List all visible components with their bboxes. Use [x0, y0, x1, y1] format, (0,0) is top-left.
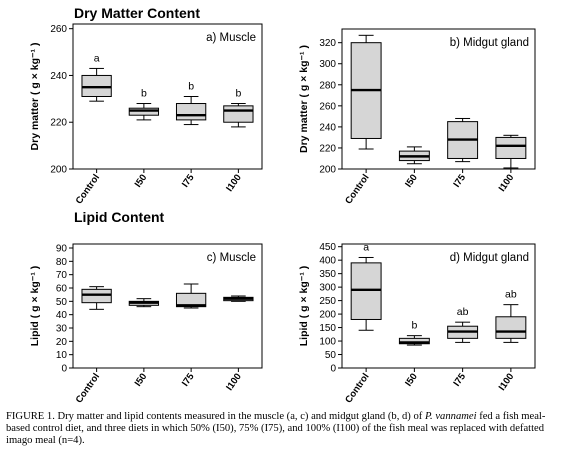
- panel-1-xlabel-i75: I75: [180, 172, 197, 190]
- panel-4-ytick-label-8: 400: [319, 256, 336, 267]
- section-title-lipid: Lipid Content: [74, 209, 165, 225]
- panel-3-panel-label: c) Muscle: [207, 252, 256, 264]
- panel-3-ytick-label-8: 80: [56, 257, 68, 268]
- panel-1-letter-i100: b: [235, 88, 241, 100]
- panel-2-xlabel-i75: I75: [451, 172, 468, 190]
- section-title-dry-matter: Dry Matter Content: [74, 5, 201, 21]
- panel-4-frame: [341, 243, 536, 369]
- panel-4-ytick-label-3: 150: [319, 323, 336, 334]
- caption-species: P. vannamei: [424, 411, 477, 422]
- panel-4-box-control: [350, 262, 382, 320]
- panel-3-ylabel: Lipid ( g × kg⁻¹ ): [29, 266, 41, 347]
- caption-text-2: fed a fish meal-based control diet, and …: [6, 411, 546, 447]
- panel-4-letter-i100: ab: [505, 289, 517, 301]
- panel-2-ytick-label-4: 280: [319, 80, 336, 91]
- panel-4-xlabel-control: Control: [343, 371, 371, 405]
- panel-4-letter-i50: b: [411, 320, 417, 332]
- panel-3-ytick-label-2: 20: [56, 337, 68, 348]
- figure-caption: FIGURE 1. Dry matter and lipid contents …: [6, 411, 568, 448]
- panel-1-box-i100: [223, 105, 254, 123]
- panel-3-xlabel-control: Control: [74, 371, 102, 405]
- panel-1-xlabel-control: Control: [74, 172, 102, 206]
- panel-2-ytick-label-0: 200: [319, 165, 336, 176]
- panel-1-xlabel-i50: I50: [133, 172, 150, 189]
- panel-1-ytick-label-3: 260: [50, 24, 67, 35]
- panel-2-xlabel-i100: I100: [497, 172, 517, 193]
- panel-2-frame: [341, 28, 536, 170]
- panel-1-ytick-label-0: 200: [50, 165, 67, 176]
- panel-4-ytick-label-0: 0: [330, 364, 336, 375]
- panel-3-ytick-label-4: 40: [56, 310, 68, 321]
- panel-4-xlabel-i100: I100: [497, 371, 517, 392]
- panel-2-ytick-label-3: 260: [319, 101, 336, 112]
- panel-4-letter-control: a: [363, 241, 369, 253]
- panel-1-panel-label: a) Muscle: [206, 32, 256, 44]
- panel-3-xlabel-i75: I75: [180, 371, 197, 389]
- caption-text-1: FIGURE 1. Dry matter and lipid contents …: [6, 411, 425, 422]
- panel-4-ytick-label-5: 250: [319, 296, 336, 307]
- panel-3-ytick-label-6: 60: [56, 284, 68, 295]
- panel-4-ytick-label-9: 450: [319, 242, 336, 253]
- panel-2-ylabel: Dry matter ( g × kg⁻¹ ): [298, 45, 310, 153]
- panel-4-letter-i75: ab: [457, 306, 469, 318]
- panel-3-ytick-label-5: 50: [56, 297, 68, 308]
- panel-1-frame: [72, 23, 263, 170]
- panel-2-box-i100: [495, 136, 527, 159]
- panel-1-ylabel: Dry matter ( g × kg⁻¹ ): [29, 43, 41, 151]
- panel-4-xlabel-i75: I75: [451, 371, 468, 389]
- panel-3-ytick-label-9: 90: [56, 244, 68, 255]
- panel-4-xlabel-i50: I50: [403, 371, 420, 388]
- panel-3-ytick-label-7: 70: [56, 270, 68, 281]
- panel-2-ytick-label-5: 300: [319, 59, 336, 70]
- panel-3-box-i75: [175, 292, 207, 308]
- panel-2-panel-label: b) Midgut gland: [450, 37, 529, 49]
- panel-4-box-i100: [495, 316, 527, 339]
- panel-3-xlabel-i100: I100: [224, 371, 244, 392]
- panel-4-ytick-label-2: 100: [319, 337, 336, 348]
- panel-2-ytick-label-1: 220: [319, 143, 336, 154]
- panel-1-letter-control: a: [94, 52, 100, 64]
- panel-3-ytick-label-1: 10: [56, 350, 68, 361]
- panel-2-ytick-label-6: 320: [319, 38, 336, 49]
- panel-3-box-control: [81, 288, 112, 304]
- panel-1-ytick-label-2: 240: [50, 71, 67, 82]
- panel-3-ytick-label-0: 0: [61, 364, 67, 375]
- panel-4-ylabel: Lipid ( g × kg⁻¹ ): [298, 266, 310, 347]
- panel-2-xlabel-i50: I50: [403, 172, 420, 189]
- panel-1-xlabel-i100: I100: [224, 172, 244, 193]
- panel-1-letter-i50: b: [141, 88, 147, 100]
- panel-4-ytick-label-7: 350: [319, 269, 336, 280]
- panel-2-ytick-label-2: 240: [319, 122, 336, 133]
- panel-4-panel-label: d) Midgut gland: [450, 252, 529, 264]
- panel-4-ytick-label-1: 50: [325, 350, 337, 361]
- panel-3-frame: [72, 243, 263, 369]
- panel-1-letter-i75: b: [188, 81, 194, 93]
- panel-3-xlabel-i50: I50: [133, 371, 150, 388]
- panel-4-ytick-label-4: 200: [319, 310, 336, 321]
- panel-1-box-i75: [175, 103, 207, 121]
- panel-3-ytick-label-3: 30: [56, 324, 68, 335]
- panel-2-xlabel-control: Control: [343, 172, 371, 206]
- panel-1-ytick-label-1: 220: [50, 118, 67, 129]
- panel-4-box-i50: [398, 337, 430, 345]
- panel-4-ytick-label-6: 300: [319, 283, 336, 294]
